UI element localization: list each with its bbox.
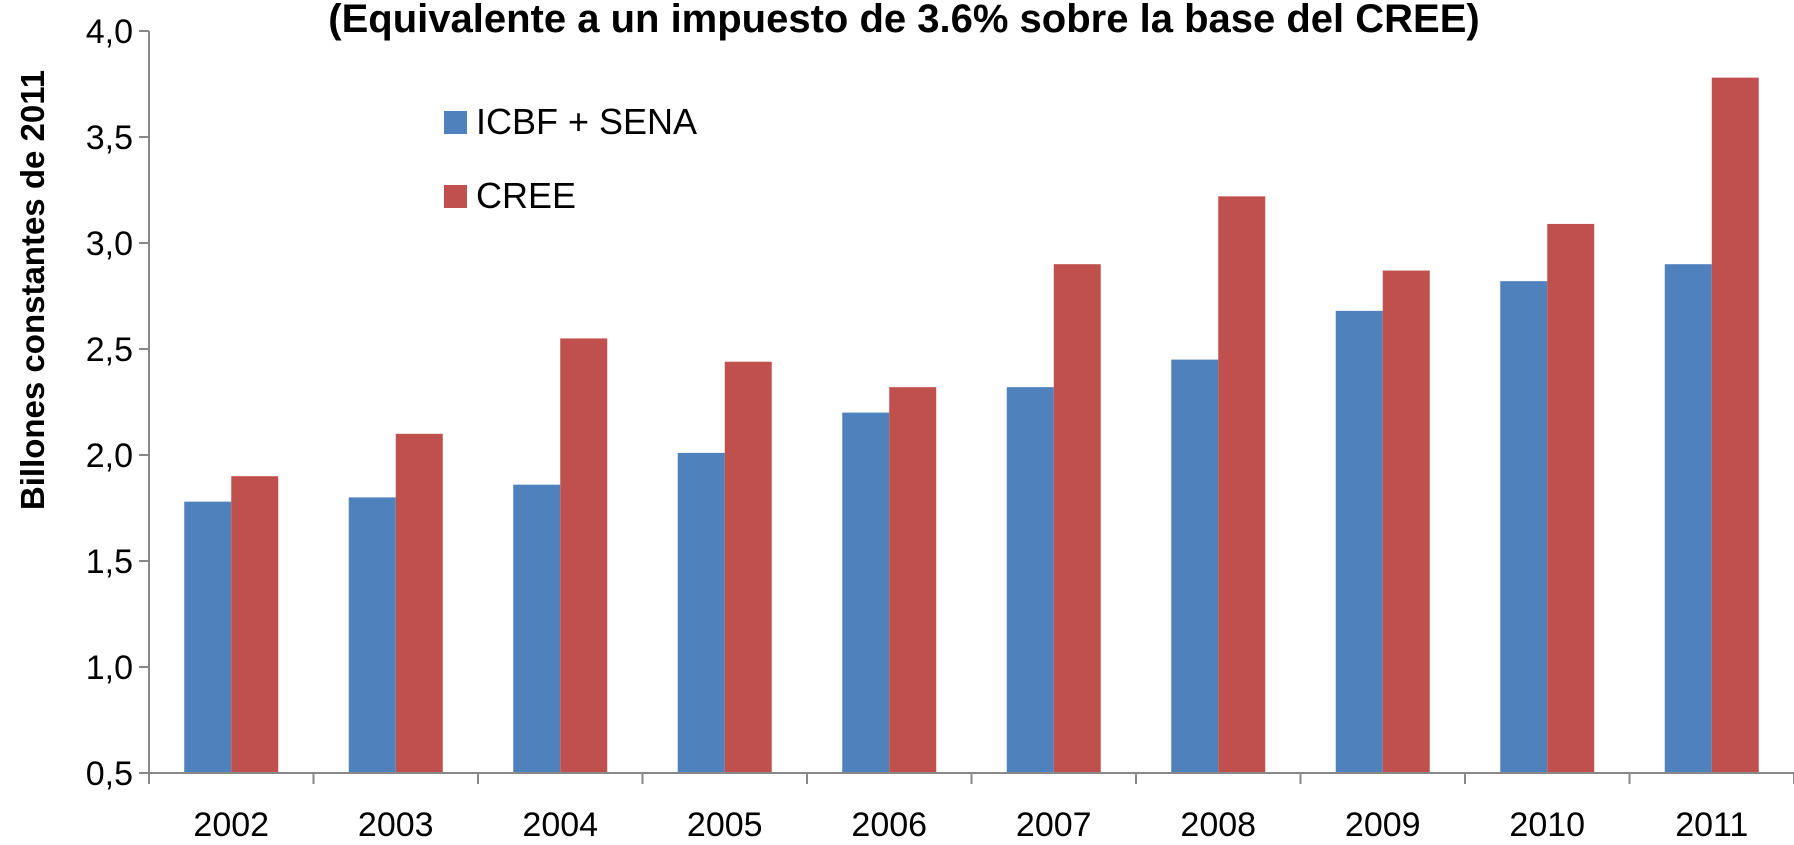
y-tick-label: 3,5 — [86, 119, 133, 157]
chart-title: (Equivalente a un impuesto de 3.6% sobre… — [328, 0, 1479, 41]
bar — [1053, 264, 1101, 773]
x-tick-label: 2007 — [1016, 806, 1092, 840]
x-tick-label: 2003 — [358, 806, 434, 840]
y-tick-label: 2,0 — [86, 437, 133, 475]
bar — [513, 484, 561, 773]
bar — [1171, 359, 1219, 773]
legend-label: CREE — [476, 175, 576, 216]
y-tick-label: 0,5 — [86, 755, 133, 793]
bar — [1664, 264, 1712, 773]
y-tick-label: 2,5 — [86, 331, 133, 369]
bar — [724, 361, 772, 773]
bar — [184, 501, 232, 773]
x-tick-label: 2010 — [1509, 806, 1585, 840]
x-tick-label: 2008 — [1180, 806, 1256, 840]
bar — [677, 452, 725, 773]
legend-label: ICBF + SENA — [476, 101, 697, 142]
y-tick-label: 1,0 — [86, 649, 133, 687]
x-tick-label: 2002 — [193, 806, 269, 840]
bar — [395, 433, 443, 773]
y-tick-label: 3,0 — [86, 225, 133, 263]
x-tick-label: 2011 — [1675, 806, 1748, 840]
bar — [348, 497, 396, 773]
bar — [1547, 223, 1595, 774]
bar — [1218, 196, 1266, 774]
legend-swatch — [444, 111, 467, 134]
legend-swatch — [444, 185, 467, 208]
bar — [842, 412, 890, 773]
bar — [231, 476, 279, 773]
bar — [889, 387, 937, 773]
bar — [1382, 270, 1430, 773]
bar — [1006, 387, 1054, 773]
x-tick-label: 2009 — [1345, 806, 1421, 840]
y-tick-label: 1,5 — [86, 543, 133, 581]
x-tick-label: 2006 — [851, 806, 927, 840]
x-tick-label: 2005 — [687, 806, 763, 840]
bar — [1711, 77, 1759, 773]
bar — [1335, 310, 1383, 773]
x-tick-label: 2004 — [522, 806, 598, 840]
y-axis-label: Billones constantes de 2011 — [14, 70, 51, 510]
bar — [1500, 281, 1548, 773]
bar — [560, 338, 608, 773]
y-tick-label: 4,0 — [86, 13, 133, 51]
